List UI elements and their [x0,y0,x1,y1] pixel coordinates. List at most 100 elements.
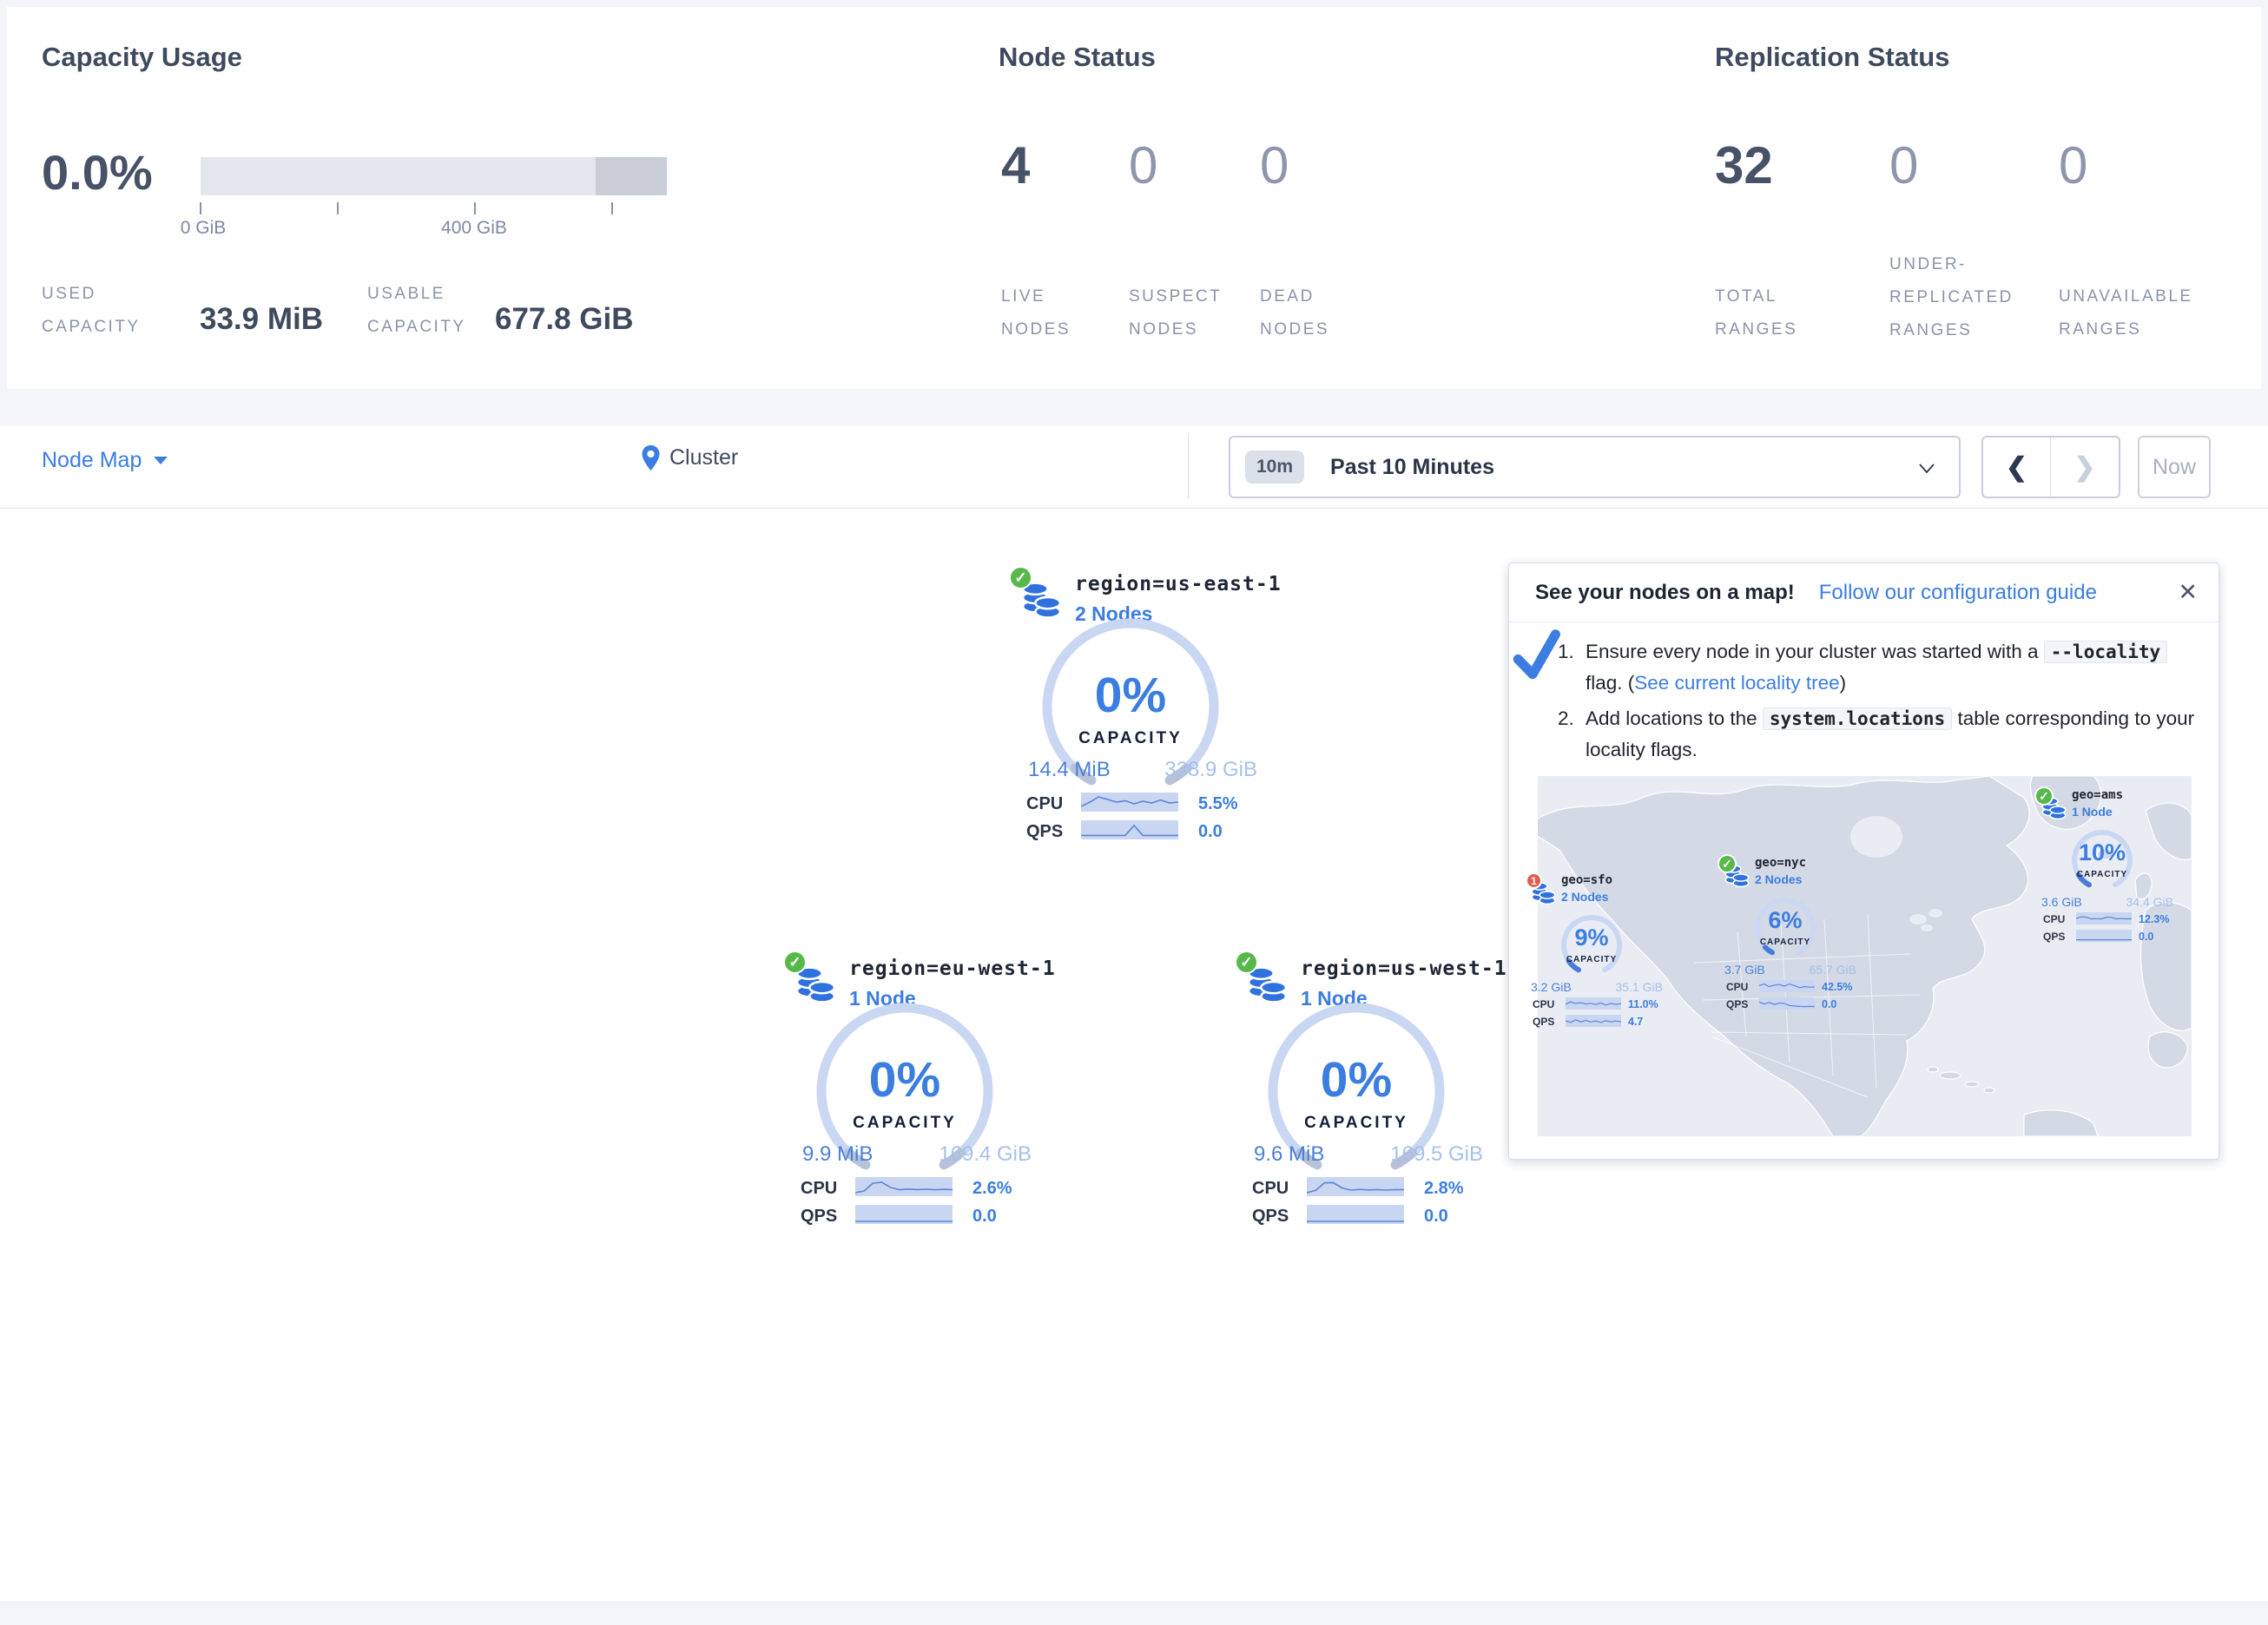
capacity-label: CAPACITY [1304,1114,1408,1132]
usable-capacity-value: 677.8 GiB [495,302,634,336]
nodes-count-link[interactable]: 1 Node [2072,805,2113,819]
total-capacity: 34.4 GiB [2126,895,2173,909]
now-button[interactable]: Now [2138,436,2211,498]
capacity-gauge: 9% CAPACITY [1555,907,1628,980]
step-text: Add locations to the [1586,707,1763,729]
capacity-axis-tick [200,202,201,214]
configuration-guide-link[interactable]: Follow our configuration guide [1818,580,2097,604]
qps-label: QPS [2043,931,2066,943]
map-pin-icon [642,444,660,471]
step-2: 2. Add locations to the system.locations… [1558,703,2195,765]
footer-strip [0,1602,2268,1625]
qps-sparkline [1081,820,1178,839]
time-range-value: Past 10 Minutes [1330,454,1494,479]
capacity-gauge-arc [1042,618,1219,786]
total-ranges-count: 32 [1715,136,1773,194]
cpu-sparkline [855,1177,953,1196]
used-capacity: 9.9 MiB [802,1142,874,1166]
region-node-eu-west-1[interactable]: ✓ region=eu-west-1 1 Node 0% CAPACITY 9.… [764,944,1077,1240]
cpu-value: 5.5% [1198,794,1238,813]
capacity-gauge-arc [1561,915,1622,973]
live-nodes-label: LIVE NODES [1001,287,1071,339]
qps-label: QPS [1726,998,1749,1010]
cpu-sparkline [1307,1177,1404,1196]
qps-label: QPS [801,1207,838,1226]
cpu-value: 12.3% [2139,913,2170,925]
capacity-gauge-arc [1755,898,1816,956]
time-range-select[interactable]: 10m Past 10 Minutes [1229,436,1961,498]
healthy-check-icon: ✓ [2034,786,2054,806]
cpu-label: CPU [801,1179,838,1198]
cpu-sparkline [2076,912,2132,924]
capacity-gauge: 6% CAPACITY [1749,890,1822,963]
cpu-sparkline [1081,793,1178,812]
step-number: 1. [1558,641,1574,662]
capacity-label: CAPACITY [1078,729,1183,747]
region-label: region=eu-west-1 [849,957,1056,980]
popup-title: See your nodes on a map! [1535,580,1795,604]
capacity-bar [201,157,667,195]
used-capacity: 3.7 GiB [1724,963,1765,977]
healthy-check-icon: ✓ [783,951,807,974]
capacity-label: CAPACITY [1566,955,1618,964]
total-capacity: 338.9 GiB [1164,758,1257,781]
blue-check-icon [1513,629,1560,680]
qps-label: QPS [1026,822,1064,841]
capacity-used-percent: 0.0% [42,145,153,200]
step-text: ) [1839,672,1847,694]
used-capacity: 14.4 MiB [1028,758,1111,781]
qps-value: 0.0 [1198,822,1223,841]
healthy-check-icon: ✓ [1717,854,1737,873]
capacity-percent: 9% [1574,924,1609,951]
step-1: 1. Ensure every node in your cluster was… [1558,636,2195,698]
used-capacity: 3.6 GiB [2041,895,2082,909]
locality-label: geo=ams [2072,788,2124,802]
nodes-count-link[interactable]: 2 Nodes [1561,890,1609,904]
map-node-nyc[interactable]: ✓ geo=nyc 2 Nodes 6% CAPACITY 3.7 GiB 65… [1714,850,1862,1016]
replication-status-title: Replication Status [1715,42,1950,72]
time-forward-button[interactable]: ❯ [2074,452,2096,482]
popup-header: See your nodes on a map! Follow our conf… [1509,563,2219,622]
under-replicated-label: UNDER-REPLICATED RANGES [1889,255,2014,339]
view-toolbar: Node Map Cluster 10m Past 10 Minutes ❮ ❯… [0,425,2268,509]
unavailable-ranges-label: UNAVAILABLE RANGES [2059,287,2193,339]
cpu-sparkline [1566,997,1621,1010]
nodes-count-link[interactable]: 2 Nodes [1755,872,1803,886]
qps-value: 0.0 [2139,931,2154,943]
capacity-percent: 0% [1094,668,1167,723]
region-node-us-west-1[interactable]: ✓ region=us-west-1 1 Node 0% CAPACITY 9.… [1216,944,1528,1240]
breadcrumb[interactable]: Cluster [641,444,738,471]
usable-capacity-label: USABLE CAPACITY [367,285,466,336]
suspect-nodes-label: SUSPECT NODES [1129,287,1222,339]
time-back-button[interactable]: ❮ [1983,438,2051,497]
dead-nodes-label: DEAD NODES [1260,287,1330,339]
qps-sparkline [1307,1205,1404,1224]
capacity-axis-label-400: 400 GiB [441,218,507,238]
region-node-us-east-1[interactable]: ✓ region=us-east-1 2 Nodes 0% CAPACITY 1… [990,560,1302,855]
cpu-value: 42.5% [1822,981,1853,993]
used-capacity: 9.6 MiB [1254,1142,1325,1166]
total-capacity: 169.5 GiB [1390,1142,1483,1166]
locality-label: geo=nyc [1755,856,1807,870]
capacity-label: CAPACITY [2076,870,2128,879]
qps-value: 0.0 [1424,1207,1448,1226]
qps-sparkline [2076,930,2132,942]
view-mode-dropdown[interactable]: Node Map [42,448,168,473]
capacity-gauge-arc [1268,1003,1445,1170]
view-mode-label: Node Map [42,448,142,472]
world-map-graphic [1538,776,2192,1136]
configuration-steps: 1. Ensure every node in your cluster was… [1558,636,2195,770]
capacity-label: CAPACITY [853,1114,957,1132]
time-pager: ❮ ❯ [1981,436,2120,498]
map-node-sfo[interactable]: 1 geo=sfo 2 Nodes 9% CAPACITY 3.2 GiB 35… [1520,867,1668,1034]
used-capacity-value: 33.9 MiB [200,302,323,336]
locality-tree-link[interactable]: See current locality tree [1634,672,1840,694]
capacity-label: CAPACITY [1759,938,1811,947]
capacity-percent: 0% [1320,1052,1393,1108]
close-icon[interactable]: ✕ [2178,579,2198,605]
capacity-percent: 6% [1768,907,1803,933]
capacity-gauge-arc [816,1003,993,1170]
cpu-label: CPU [1026,794,1064,813]
dead-nodes-count: 0 [1260,136,1289,194]
map-node-ams[interactable]: ✓ geo=ams 1 Node 10% CAPACITY 3.6 GiB 34… [2031,782,2179,949]
